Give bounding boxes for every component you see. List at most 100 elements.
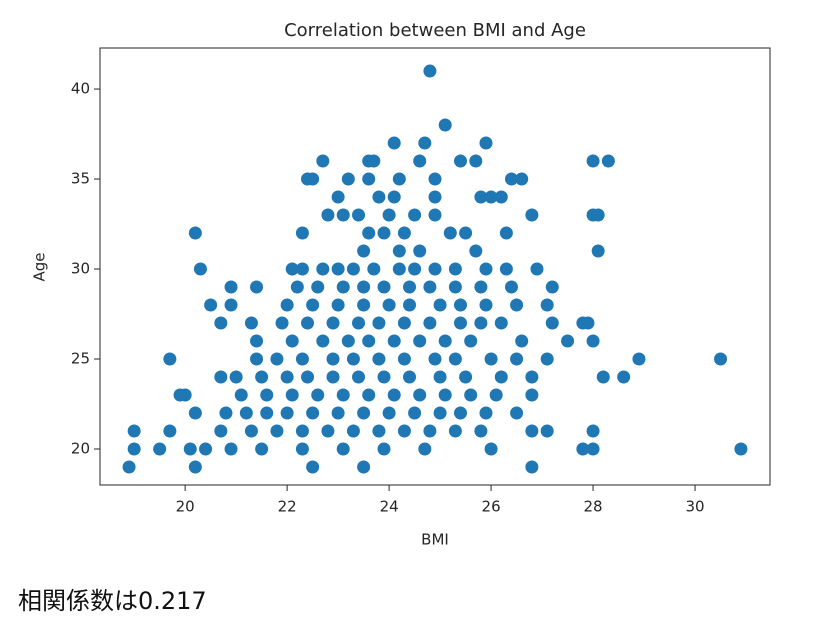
scatter-point bbox=[163, 352, 177, 366]
scatter-point bbox=[331, 262, 345, 276]
scatter-point bbox=[311, 280, 325, 294]
scatter-point bbox=[474, 316, 488, 330]
scatter-point bbox=[326, 352, 340, 366]
scatter-point bbox=[525, 208, 539, 222]
scatter-point bbox=[178, 388, 192, 402]
scatter-point bbox=[448, 352, 462, 366]
scatter-point bbox=[418, 442, 432, 456]
scatter-point bbox=[515, 334, 529, 348]
scatter-point bbox=[464, 334, 478, 348]
scatter-point bbox=[525, 388, 539, 402]
scatter-point bbox=[403, 280, 417, 294]
scatter-point bbox=[377, 370, 391, 384]
scatter-point bbox=[250, 352, 264, 366]
scatter-point bbox=[352, 208, 366, 222]
scatter-point bbox=[433, 406, 447, 420]
scatter-point bbox=[234, 388, 248, 402]
scatter-point bbox=[586, 442, 600, 456]
scatter-point bbox=[387, 388, 401, 402]
scatter-point bbox=[540, 424, 554, 438]
scatter-point bbox=[392, 244, 406, 258]
scatter-point bbox=[734, 442, 748, 456]
scatter-point bbox=[377, 280, 391, 294]
scatter-point bbox=[561, 334, 575, 348]
scatter-point bbox=[372, 316, 386, 330]
x-tick-label: 22 bbox=[278, 498, 297, 516]
scatter-point bbox=[346, 262, 360, 276]
scatter-point bbox=[423, 64, 437, 78]
scatter-point bbox=[474, 280, 488, 294]
scatter-point bbox=[601, 154, 615, 168]
scatter-point bbox=[413, 244, 427, 258]
scatter-point bbox=[224, 298, 238, 312]
scatter-point bbox=[326, 316, 340, 330]
scatter-point bbox=[530, 262, 544, 276]
scatter-point bbox=[183, 442, 197, 456]
scatter-point bbox=[306, 460, 320, 474]
scatter-point bbox=[326, 370, 340, 384]
x-tick-label: 20 bbox=[176, 498, 195, 516]
scatter-point bbox=[504, 172, 518, 186]
scatter-point bbox=[484, 190, 498, 204]
scatter-point bbox=[479, 262, 493, 276]
scatter-point bbox=[387, 190, 401, 204]
scatter-point bbox=[224, 442, 238, 456]
scatter-point bbox=[586, 334, 600, 348]
scatter-point bbox=[127, 424, 141, 438]
scatter-point bbox=[418, 136, 432, 150]
scatter-point bbox=[489, 388, 503, 402]
scatter-point bbox=[219, 406, 233, 420]
scatter-point bbox=[397, 226, 411, 240]
scatter-point bbox=[341, 172, 355, 186]
scatter-point bbox=[540, 352, 554, 366]
scatter-point bbox=[377, 226, 391, 240]
scatter-point bbox=[214, 316, 228, 330]
scatter-point bbox=[280, 406, 294, 420]
scatter-point bbox=[428, 190, 442, 204]
scatter-point bbox=[280, 370, 294, 384]
scatter-point bbox=[295, 424, 309, 438]
scatter-point bbox=[362, 334, 376, 348]
scatter-point bbox=[545, 280, 559, 294]
scatter-point bbox=[515, 172, 529, 186]
y-axis-label: Age bbox=[31, 252, 49, 281]
y-tick-label: 40 bbox=[71, 80, 90, 98]
scatter-point bbox=[357, 406, 371, 420]
scatter-point bbox=[499, 262, 513, 276]
y-tick-label: 30 bbox=[71, 260, 90, 278]
scatter-point bbox=[525, 370, 539, 384]
scatter-point bbox=[321, 424, 335, 438]
scatter-point bbox=[382, 208, 396, 222]
scatter-point bbox=[591, 208, 605, 222]
scatter-point bbox=[341, 334, 355, 348]
scatter-point bbox=[428, 352, 442, 366]
scatter-point bbox=[306, 172, 320, 186]
scatter-point bbox=[448, 262, 462, 276]
scatter-point bbox=[423, 424, 437, 438]
scatter-point bbox=[479, 136, 493, 150]
x-tick-label: 30 bbox=[685, 498, 704, 516]
scatter-point bbox=[336, 442, 350, 456]
scatter-point bbox=[428, 172, 442, 186]
caption: 相関係数は0.217 bbox=[18, 587, 207, 615]
scatter-point bbox=[403, 370, 417, 384]
scatter-point bbox=[193, 262, 207, 276]
scatter-point bbox=[484, 442, 498, 456]
scatter-point bbox=[382, 298, 396, 312]
scatter-point bbox=[372, 190, 386, 204]
scatter-point bbox=[438, 334, 452, 348]
scatter-point bbox=[224, 280, 238, 294]
scatter-point bbox=[357, 298, 371, 312]
scatter-point bbox=[199, 442, 213, 456]
scatter-point bbox=[214, 424, 228, 438]
scatter-point bbox=[484, 352, 498, 366]
scatter-point bbox=[494, 316, 508, 330]
scatter-point bbox=[591, 244, 605, 258]
scatter-point bbox=[362, 226, 376, 240]
x-tick-label: 24 bbox=[380, 498, 399, 516]
scatter-point bbox=[316, 154, 330, 168]
scatter-point bbox=[331, 190, 345, 204]
scatter-point bbox=[321, 208, 335, 222]
scatter-point bbox=[474, 190, 488, 204]
x-tick-label: 28 bbox=[584, 498, 603, 516]
